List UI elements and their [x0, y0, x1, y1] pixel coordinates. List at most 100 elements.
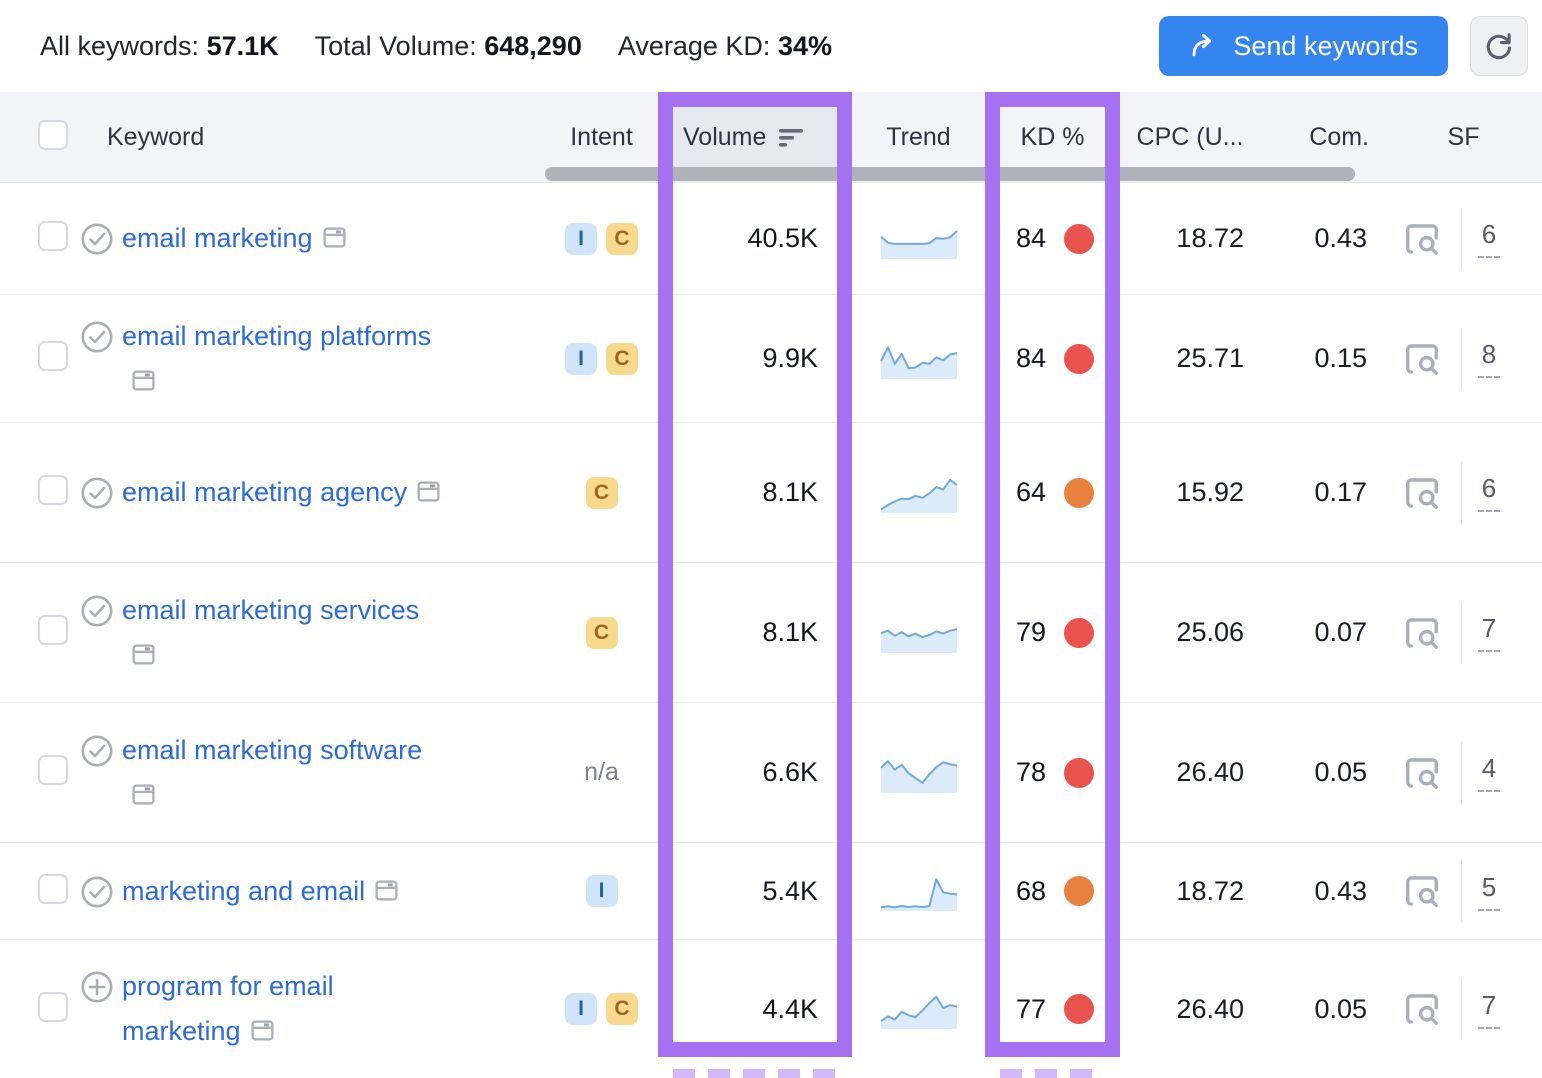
total-volume-label: Total Volume:	[314, 30, 477, 61]
intent-badge-c[interactable]: C	[606, 993, 638, 1025]
trend-sparkline	[879, 995, 957, 1029]
sf-count[interactable]: 5	[1478, 872, 1500, 911]
sf-count[interactable]: 7	[1478, 613, 1500, 652]
intent-badge-c[interactable]: C	[606, 222, 638, 255]
keyword-link[interactable]: marketing and email	[122, 869, 399, 914]
intent-badge-c[interactable]: C	[585, 476, 618, 509]
kd-value: 77	[1015, 993, 1046, 1024]
kd-value: 68	[1015, 875, 1046, 906]
column-header-intent[interactable]: Intent	[570, 123, 633, 151]
cpc-value: 26.40	[1176, 757, 1244, 787]
intent-badge-i[interactable]: I	[585, 875, 618, 907]
intent-badge-c[interactable]: C	[585, 616, 618, 649]
send-keywords-button[interactable]: Send keywords	[1159, 16, 1448, 76]
plus-circle-icon[interactable]	[80, 970, 114, 1009]
check-circle-icon[interactable]	[80, 320, 114, 359]
row-checkbox[interactable]	[38, 341, 68, 371]
intent-badge-i[interactable]: I	[565, 222, 597, 255]
row-checkbox[interactable]	[38, 991, 68, 1022]
sf-divider	[1461, 978, 1462, 1040]
row-checkbox[interactable]	[38, 615, 68, 645]
total-volume-value: 648,290	[484, 30, 582, 61]
table-row: email marketing agency C 8.1K 64 15.92 0…	[0, 423, 1542, 563]
cpc-value: 25.71	[1176, 343, 1244, 373]
intent-cell: C	[545, 476, 658, 509]
serp-preview-icon[interactable]	[1403, 872, 1441, 910]
competition-value: 0.05	[1314, 993, 1367, 1024]
sf-count[interactable]: 4	[1478, 753, 1500, 792]
keyword-link[interactable]: email marketing software	[122, 728, 452, 818]
check-circle-icon[interactable]	[80, 875, 114, 914]
send-arrow-icon	[1192, 33, 1212, 57]
check-circle-icon[interactable]	[80, 476, 114, 515]
cpc-value: 15.92	[1176, 477, 1244, 507]
row-checkbox[interactable]	[38, 475, 68, 505]
select-all-checkbox[interactable]	[38, 120, 68, 150]
competition-value: 0.15	[1314, 343, 1367, 373]
serp-preview-icon[interactable]	[1403, 754, 1441, 792]
horizontal-scrollbar-thumb[interactable]	[545, 167, 1355, 181]
kd-difficulty-dot	[1064, 223, 1094, 254]
refresh-button[interactable]	[1470, 16, 1528, 76]
table-row: marketing and email I 5.4K 68 18.72 0.43…	[0, 843, 1542, 940]
check-circle-icon[interactable]	[80, 594, 114, 633]
row-checkbox[interactable]	[38, 755, 68, 785]
competition-value: 0.43	[1314, 875, 1367, 906]
trend-sparkline	[880, 878, 957, 911]
keyword-link[interactable]: email marketing	[122, 216, 347, 261]
intent-badge-i[interactable]: I	[565, 342, 597, 375]
average-kd-value: 34%	[777, 30, 832, 61]
column-header-trend[interactable]: Trend	[886, 123, 951, 151]
sf-count[interactable]: 6	[1478, 219, 1500, 258]
volume-header-label: Volume	[683, 123, 767, 151]
serp-preview-icon[interactable]	[1403, 340, 1441, 378]
check-circle-icon[interactable]	[80, 734, 114, 773]
intent-badge-i[interactable]: I	[565, 993, 597, 1025]
serp-preview-icon[interactable]	[1403, 990, 1441, 1028]
competition-value: 0.43	[1314, 223, 1367, 253]
serp-preview-icon[interactable]	[1403, 474, 1441, 512]
keyword-link[interactable]: email marketing agency	[122, 470, 441, 515]
trend-sparkline	[879, 229, 958, 259]
intent-na: n/a	[584, 758, 619, 786]
serp-snippet-icon	[417, 481, 440, 502]
keyword-link[interactable]: program for email marketing	[122, 964, 452, 1054]
kd-value: 84	[1015, 223, 1046, 253]
intent-badge-c[interactable]: C	[606, 342, 638, 375]
kd-value: 79	[1015, 617, 1046, 647]
kd-difficulty-dot	[1064, 757, 1094, 788]
column-header-com[interactable]: Com.	[1309, 123, 1369, 151]
sort-descending-icon	[779, 128, 804, 147]
column-header-sf[interactable]: SF	[1447, 123, 1480, 151]
keyword-text: email marketing platforms	[122, 320, 432, 351]
kd-difficulty-dot	[1064, 994, 1094, 1024]
column-header-keyword[interactable]: Keyword	[107, 123, 205, 151]
serp-preview-icon[interactable]	[1403, 614, 1441, 652]
keyword-link[interactable]: email marketing platforms	[122, 314, 452, 404]
kd-difficulty-dot	[1064, 617, 1094, 648]
sf-count[interactable]: 6	[1478, 473, 1500, 512]
serp-preview-icon[interactable]	[1403, 220, 1441, 258]
row-checkbox[interactable]	[38, 221, 68, 251]
column-header-kd[interactable]: KD %	[1020, 123, 1085, 151]
sf-divider	[1461, 461, 1462, 524]
row-checkbox[interactable]	[38, 873, 68, 904]
keyword-text: marketing and email	[122, 875, 366, 906]
keyword-text: email marketing services	[122, 594, 420, 625]
keyword-link[interactable]: email marketing services	[122, 588, 452, 678]
cpc-value: 18.72	[1176, 875, 1244, 906]
volume-value: 8.1K	[762, 617, 818, 647]
check-circle-icon[interactable]	[80, 222, 114, 261]
sf-divider	[1461, 207, 1462, 270]
serp-snippet-icon	[323, 227, 346, 248]
sf-divider	[1461, 327, 1462, 390]
cpc-value: 25.06	[1176, 617, 1244, 647]
sf-count[interactable]: 8	[1478, 339, 1500, 378]
column-header-cpc[interactable]: CPC (U...	[1136, 123, 1244, 151]
send-keywords-label: Send keywords	[1233, 30, 1418, 61]
sf-count[interactable]: 7	[1478, 990, 1500, 1029]
